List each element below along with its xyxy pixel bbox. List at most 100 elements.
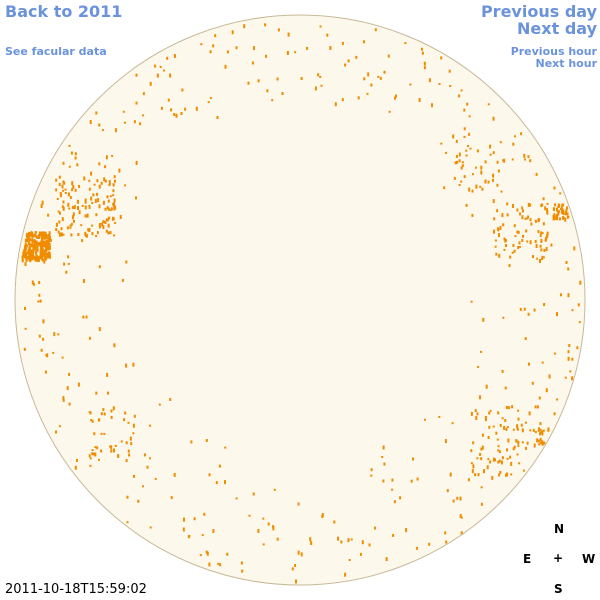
facula bbox=[337, 536, 339, 541]
facula bbox=[72, 212, 75, 217]
facula bbox=[181, 88, 184, 92]
facula bbox=[39, 249, 42, 252]
facula bbox=[97, 198, 100, 203]
facula bbox=[492, 199, 495, 204]
facula bbox=[48, 231, 51, 236]
facula bbox=[471, 189, 474, 193]
facula bbox=[113, 448, 115, 453]
facula bbox=[540, 248, 543, 252]
facula bbox=[67, 202, 70, 207]
facula bbox=[416, 546, 419, 550]
facula bbox=[125, 260, 128, 264]
facula bbox=[41, 200, 44, 205]
facula bbox=[70, 233, 73, 237]
facula bbox=[528, 411, 531, 416]
facula bbox=[100, 181, 103, 185]
facula bbox=[548, 374, 551, 379]
facula bbox=[95, 213, 98, 217]
facula bbox=[440, 142, 443, 145]
facula bbox=[467, 478, 470, 482]
facula bbox=[143, 453, 146, 457]
facula bbox=[169, 398, 172, 401]
facula bbox=[34, 231, 37, 235]
facula bbox=[90, 171, 93, 176]
facula bbox=[80, 224, 83, 227]
facula bbox=[62, 206, 65, 211]
facula bbox=[114, 179, 116, 183]
facula bbox=[512, 204, 514, 208]
facula bbox=[91, 232, 94, 236]
facula bbox=[132, 423, 135, 428]
facula bbox=[314, 86, 317, 91]
facula bbox=[146, 465, 149, 469]
facula bbox=[496, 183, 499, 187]
facula bbox=[130, 442, 133, 446]
facula bbox=[62, 233, 65, 236]
facula bbox=[506, 472, 509, 477]
facula bbox=[71, 188, 74, 192]
back-link[interactable]: Back to 2011 bbox=[5, 2, 123, 21]
facula bbox=[387, 54, 390, 58]
next-hour-link[interactable]: Next hour bbox=[535, 57, 598, 70]
facula bbox=[297, 502, 300, 506]
facula bbox=[525, 446, 527, 450]
facula bbox=[492, 425, 495, 428]
facula bbox=[160, 106, 163, 110]
previous-hour-link[interactable]: Previous hour bbox=[510, 45, 597, 58]
facula bbox=[409, 83, 412, 86]
facula bbox=[534, 219, 537, 223]
facula bbox=[523, 469, 525, 472]
facula bbox=[561, 210, 564, 214]
facula bbox=[518, 245, 521, 248]
facula bbox=[496, 209, 499, 213]
previous-day-link[interactable]: Previous day bbox=[480, 2, 597, 21]
facula bbox=[294, 564, 297, 567]
facula bbox=[484, 179, 487, 184]
facula bbox=[83, 176, 86, 181]
facula bbox=[224, 64, 227, 69]
facula bbox=[477, 365, 480, 368]
facula bbox=[67, 262, 70, 265]
facula bbox=[173, 54, 176, 58]
facular-link[interactable]: See facular data bbox=[5, 45, 107, 58]
facula bbox=[506, 202, 509, 206]
facula bbox=[512, 428, 515, 431]
facula bbox=[109, 231, 112, 235]
facula bbox=[190, 440, 193, 444]
facula bbox=[81, 204, 84, 207]
facula bbox=[114, 128, 117, 133]
facula bbox=[114, 205, 117, 210]
facula bbox=[135, 160, 138, 165]
facula bbox=[480, 447, 483, 451]
facula bbox=[132, 362, 135, 367]
facula bbox=[474, 473, 477, 477]
facula bbox=[503, 158, 506, 163]
facula bbox=[48, 245, 51, 248]
facula bbox=[182, 527, 185, 532]
facula bbox=[506, 213, 509, 217]
next-day-link[interactable]: Next day bbox=[517, 19, 597, 38]
facula bbox=[393, 500, 396, 504]
facula bbox=[300, 77, 303, 80]
facula bbox=[287, 32, 290, 37]
facula bbox=[101, 222, 104, 227]
facula bbox=[107, 207, 110, 211]
facula bbox=[281, 92, 284, 95]
facula bbox=[482, 433, 484, 437]
facula bbox=[47, 233, 50, 237]
facula bbox=[501, 213, 504, 218]
facula bbox=[173, 472, 176, 477]
facula bbox=[132, 432, 135, 435]
facula bbox=[471, 213, 474, 217]
facula bbox=[47, 240, 50, 243]
facula bbox=[91, 452, 94, 456]
facula bbox=[113, 175, 116, 179]
facula bbox=[370, 474, 373, 477]
facula bbox=[466, 102, 469, 106]
facula bbox=[62, 189, 65, 192]
facula bbox=[76, 163, 79, 167]
facula bbox=[529, 203, 532, 207]
facula bbox=[537, 230, 540, 234]
facula bbox=[68, 402, 71, 406]
facula bbox=[527, 202, 530, 207]
